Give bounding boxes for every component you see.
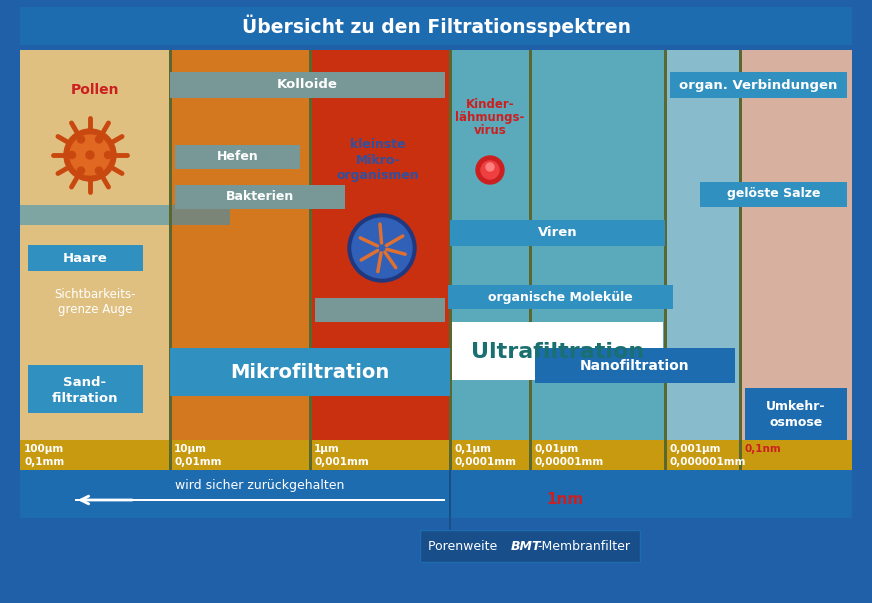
- Circle shape: [70, 135, 110, 175]
- Circle shape: [105, 151, 112, 159]
- Text: Bakterien: Bakterien: [226, 191, 294, 203]
- Text: 0,01μm: 0,01μm: [534, 444, 578, 454]
- Text: Ultrafiltration: Ultrafiltration: [471, 342, 644, 362]
- Circle shape: [96, 136, 103, 143]
- Text: 0,1μm: 0,1μm: [454, 444, 491, 454]
- Bar: [170, 348, 450, 396]
- Text: Porenweite: Porenweite: [428, 540, 501, 552]
- Bar: [170, 72, 445, 98]
- Text: Nanofiltration: Nanofiltration: [580, 359, 690, 373]
- Text: 0,001mm: 0,001mm: [314, 457, 369, 467]
- Circle shape: [64, 129, 116, 181]
- Bar: [450, 220, 665, 246]
- Text: organ. Verbindungen: organ. Verbindungen: [679, 78, 838, 92]
- Text: grenze Auge: grenze Auge: [58, 303, 133, 317]
- Bar: [452, 322, 663, 380]
- Text: 0,001μm: 0,001μm: [669, 444, 720, 454]
- Bar: [529, 50, 532, 470]
- Text: Übersicht zu den Filtrationsspektren: Übersicht zu den Filtrationsspektren: [242, 14, 630, 37]
- Bar: [169, 50, 172, 470]
- Circle shape: [481, 161, 499, 179]
- Bar: [740, 50, 852, 440]
- Bar: [309, 50, 312, 470]
- Circle shape: [486, 163, 494, 171]
- Bar: [20, 7, 852, 45]
- Bar: [28, 245, 143, 271]
- Bar: [535, 348, 735, 383]
- Text: Haare: Haare: [63, 251, 107, 265]
- Bar: [170, 50, 310, 440]
- Bar: [449, 50, 452, 470]
- Bar: [665, 50, 740, 440]
- Text: osmose: osmose: [769, 415, 822, 429]
- Bar: [664, 50, 667, 470]
- Circle shape: [348, 214, 416, 282]
- Text: filtration: filtration: [51, 393, 119, 405]
- Text: Umkehr-: Umkehr-: [766, 400, 826, 412]
- Text: wird sicher zurückgehalten: wird sicher zurückgehalten: [175, 479, 344, 491]
- Circle shape: [78, 136, 85, 143]
- Text: Sand-: Sand-: [64, 376, 106, 390]
- Bar: [315, 298, 445, 322]
- Text: 10μm: 10μm: [174, 444, 207, 454]
- Text: Pollen: Pollen: [71, 83, 119, 97]
- Bar: [448, 285, 673, 309]
- Bar: [449, 470, 451, 545]
- Bar: [450, 220, 535, 246]
- Bar: [20, 440, 852, 470]
- Text: Mikro-: Mikro-: [356, 154, 400, 166]
- Circle shape: [69, 151, 76, 159]
- Text: 0,01mm: 0,01mm: [174, 457, 221, 467]
- Circle shape: [96, 167, 103, 174]
- Text: Sichtbarkeits-: Sichtbarkeits-: [54, 288, 136, 302]
- Text: gelöste Salze: gelöste Salze: [726, 188, 821, 201]
- Circle shape: [352, 218, 412, 278]
- Text: Kolloide: Kolloide: [277, 78, 338, 92]
- Circle shape: [86, 151, 94, 159]
- Text: Kinder-: Kinder-: [466, 98, 514, 112]
- Bar: [670, 72, 847, 98]
- Circle shape: [476, 156, 504, 184]
- Text: 0,1mm: 0,1mm: [24, 457, 65, 467]
- Bar: [310, 50, 450, 440]
- Text: 1μm: 1μm: [314, 444, 340, 454]
- Text: Viren: Viren: [538, 227, 577, 239]
- Bar: [745, 388, 847, 440]
- Text: 0,0001mm: 0,0001mm: [454, 457, 516, 467]
- Text: 0,000001mm: 0,000001mm: [669, 457, 746, 467]
- Text: kleinste: kleinste: [351, 139, 405, 151]
- Bar: [75, 499, 445, 501]
- Bar: [530, 50, 665, 440]
- Bar: [739, 50, 742, 470]
- Text: 100μm: 100μm: [24, 444, 65, 454]
- Text: Mikrofiltration: Mikrofiltration: [230, 364, 390, 382]
- Bar: [700, 182, 847, 207]
- Bar: [20, 205, 230, 225]
- Text: organismen: organismen: [337, 168, 419, 182]
- Bar: [28, 365, 143, 413]
- Bar: [20, 470, 852, 518]
- Bar: [450, 50, 530, 440]
- Text: 1nm: 1nm: [547, 493, 583, 508]
- Text: -Membranfilter: -Membranfilter: [537, 540, 630, 552]
- Text: 0,00001mm: 0,00001mm: [534, 457, 603, 467]
- Circle shape: [78, 167, 85, 174]
- Bar: [420, 530, 640, 562]
- Bar: [20, 50, 170, 440]
- Text: virus: virus: [473, 124, 507, 137]
- Bar: [175, 185, 345, 209]
- Text: organische Moleküle: organische Moleküle: [488, 291, 633, 303]
- Text: Hefen: Hefen: [216, 151, 258, 163]
- Text: 0,1nm: 0,1nm: [744, 444, 780, 454]
- Text: BMT: BMT: [511, 540, 542, 552]
- Bar: [175, 145, 300, 169]
- Text: lähmungs-: lähmungs-: [455, 112, 525, 124]
